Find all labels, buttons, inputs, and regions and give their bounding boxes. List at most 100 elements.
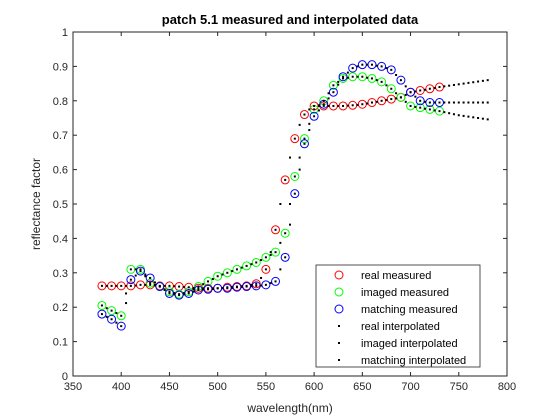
data-point-imaged-interpolated (235, 268, 238, 271)
data-point-matching-measured (145, 273, 155, 283)
x-tick-label: 450 (160, 381, 178, 393)
data-point-imaged-interpolated (134, 268, 137, 271)
data-point-imaged-interpolated (346, 76, 349, 79)
data-point-imaged-measured (232, 264, 242, 274)
data-point-matching-measured (107, 314, 117, 324)
data-point-imaged-interpolated (390, 87, 393, 90)
data-point-real-interpolated (375, 100, 378, 103)
data-point-imaged-measured (406, 101, 416, 111)
data-point-matching-measured (299, 139, 309, 149)
data-point-real-interpolated (366, 102, 369, 105)
data-point-matching-interpolated (433, 101, 436, 104)
legend-marker-real-interpolated (338, 325, 340, 327)
legend-marker-matching-interpolated (338, 359, 340, 361)
data-point-imaged-interpolated (182, 292, 185, 295)
data-point-imaged-interpolated (486, 118, 489, 121)
data-point-real-interpolated (327, 104, 330, 107)
data-point-real-interpolated (255, 282, 258, 285)
data-point-imaged-interpolated (153, 283, 156, 286)
data-point-imaged-interpolated (274, 251, 277, 254)
y-tick-label: 0.3 (53, 268, 68, 280)
data-point-imaged-interpolated (231, 270, 234, 273)
data-point-matching-interpolated (264, 283, 267, 286)
plot-frame (72, 31, 508, 377)
data-point-imaged-interpolated (399, 96, 402, 99)
data-point-imaged-measured (299, 134, 309, 144)
data-point-imaged-interpolated (467, 115, 470, 118)
data-point-matching-measured (290, 189, 300, 199)
data-point-matching-interpolated (192, 290, 195, 293)
data-point-imaged-measured (222, 268, 232, 278)
data-point-matching-interpolated (327, 97, 330, 100)
data-point-real-interpolated (395, 97, 398, 100)
data-point-matching-interpolated (467, 101, 470, 104)
data-point-matching-measured (280, 252, 290, 262)
data-point-real-measured (271, 225, 281, 235)
data-point-matching-interpolated (235, 286, 238, 289)
data-point-matching-interpolated (240, 285, 243, 288)
data-point-matching-interpolated (472, 101, 475, 104)
data-point-real-interpolated (462, 82, 465, 85)
data-point-matching-interpolated (173, 293, 176, 296)
data-point-real-interpolated (250, 283, 253, 286)
data-point-real-measured (261, 264, 271, 274)
data-point-imaged-measured (261, 252, 271, 262)
data-point-matching-interpolated (322, 103, 325, 106)
data-point-real-interpolated (264, 268, 267, 271)
data-point-matching-measured (338, 72, 348, 82)
data-point-imaged-interpolated (477, 117, 480, 119)
data-point-real-interpolated (105, 284, 108, 287)
data-point-real-interpolated (428, 87, 431, 90)
data-point-imaged-interpolated (472, 116, 475, 119)
data-point-imaged-interpolated (178, 293, 181, 296)
data-point-matching-interpolated (308, 129, 311, 132)
data-point-matching-interpolated (298, 168, 301, 171)
data-point-real-interpolated (149, 283, 152, 286)
data-point-imaged-interpolated (284, 232, 287, 235)
data-point-real-interpolated (414, 90, 417, 93)
data-point-matching-measured (271, 276, 281, 286)
data-point-imaged-interpolated (149, 282, 152, 285)
data-point-imaged-interpolated (380, 80, 383, 83)
data-point-imaged-interpolated (428, 108, 431, 111)
data-point-imaged-interpolated (125, 292, 128, 295)
data-point-real-interpolated (202, 287, 205, 290)
data-point-real-interpolated (380, 99, 383, 102)
data-point-real-interpolated (424, 88, 427, 91)
data-point-real-interpolated (404, 93, 407, 96)
data-point-real-interpolated (332, 104, 335, 107)
data-point-real-interpolated (178, 285, 181, 288)
data-point-imaged-interpolated (457, 114, 460, 117)
data-point-imaged-interpolated (100, 304, 103, 307)
data-point-real-interpolated (269, 251, 272, 254)
data-point-imaged-interpolated (375, 79, 378, 82)
data-point-imaged-interpolated (139, 268, 142, 271)
data-point-matching-interpolated (419, 99, 422, 102)
data-point-real-interpolated (192, 286, 195, 289)
data-point-matching-interpolated (284, 256, 287, 259)
data-point-matching-interpolated (390, 68, 393, 71)
data-point-matching-interpolated (211, 287, 214, 290)
data-point-real-interpolated (370, 101, 373, 104)
data-point-matching-interpolated (443, 101, 446, 104)
data-point-matching-interpolated (289, 223, 291, 226)
x-tick-label: 650 (353, 381, 371, 393)
data-point-imaged-interpolated (351, 75, 354, 78)
data-point-real-interpolated (100, 284, 103, 287)
legend: real measured imaged measured matching m… (315, 264, 481, 368)
data-point-imaged-interpolated (313, 108, 316, 111)
y-tick-label: 0.1 (53, 337, 68, 349)
data-point-matching-measured (386, 65, 396, 75)
data-point-imaged-interpolated (192, 288, 195, 291)
data-point-matching-interpolated (125, 302, 128, 305)
data-point-matching-interpolated (250, 285, 253, 288)
data-point-imaged-interpolated (342, 77, 345, 80)
data-point-matching-interpolated (149, 276, 152, 279)
data-point-real-interpolated (260, 276, 263, 279)
data-point-imaged-interpolated (264, 256, 267, 259)
data-point-real-interpolated (279, 203, 282, 205)
data-point-imaged-interpolated (120, 314, 123, 317)
data-point-matching-measured (116, 321, 126, 331)
data-point-matching-interpolated (385, 67, 388, 70)
x-tick-label: 750 (450, 381, 468, 393)
